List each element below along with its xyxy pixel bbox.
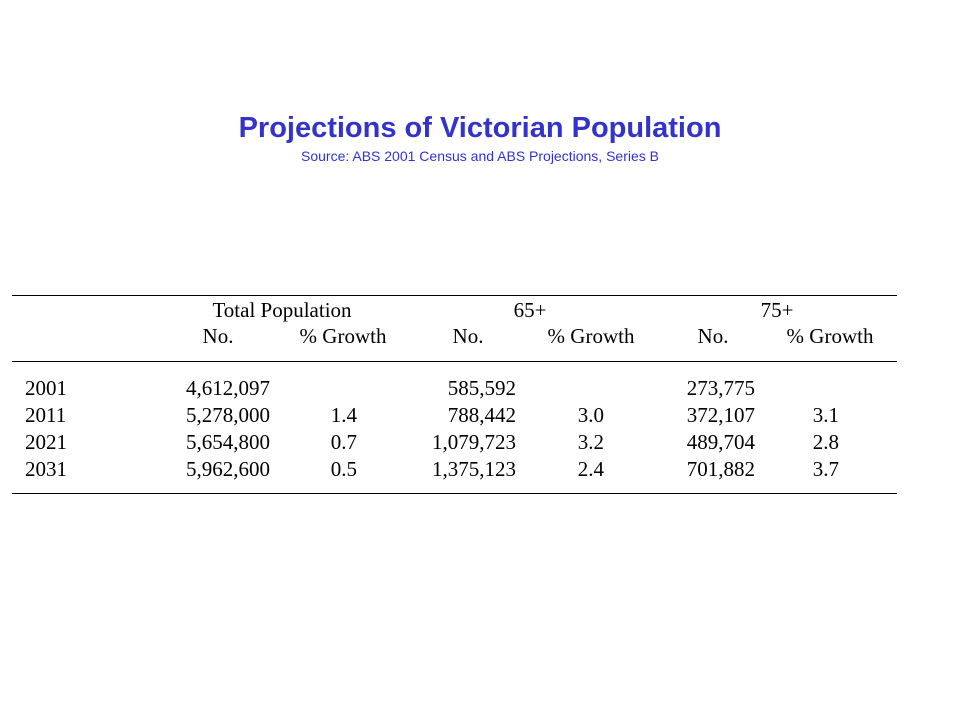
table-cell: 1.4 — [330, 403, 357, 427]
table-row-year: 2031 — [25, 457, 67, 481]
group-header-total: Total Population — [212, 298, 352, 322]
table-cell: 701,882 — [686, 457, 755, 481]
table-cell: 585,592 — [447, 376, 516, 400]
table-cell: 372,107 — [686, 403, 755, 427]
table-cell: 2.8 — [812, 430, 839, 454]
table-cell: 1,375,123 — [432, 457, 516, 481]
subheader-total-no: No. — [202, 324, 234, 348]
group-header-75plus: 75+ — [760, 298, 794, 322]
table-cell: 3.0 — [577, 403, 604, 427]
table-cell: 5,962,600 — [186, 457, 270, 481]
table-cell: 0.7 — [330, 430, 357, 454]
table-cell: 1,079,723 — [432, 430, 516, 454]
table-cell: 0.5 — [330, 457, 357, 481]
table-cell: 2.4 — [577, 457, 604, 481]
table-cell: 5,654,800 — [186, 430, 270, 454]
table-top-rule — [12, 295, 897, 296]
subheader-65-growth: % Growth — [547, 324, 635, 348]
slide-title: Projections of Victorian Population — [238, 112, 722, 144]
table-cell: 3.7 — [812, 457, 839, 481]
table-cell: 489,704 — [686, 430, 755, 454]
group-header-65plus: 65+ — [513, 298, 547, 322]
table-cell: 5,278,000 — [186, 403, 270, 427]
table-header-rule — [12, 361, 897, 362]
table-row-year: 2021 — [25, 430, 67, 454]
table-cell: 273,775 — [686, 376, 755, 400]
table-row-year: 2011 — [25, 403, 67, 427]
table-bottom-rule — [12, 493, 897, 494]
table-cell: 4,612,097 — [186, 376, 270, 400]
table-cell: 3.2 — [577, 430, 604, 454]
subheader-75-no: No. — [697, 324, 729, 348]
table-cell: 3.1 — [812, 403, 839, 427]
subheader-total-growth: % Growth — [299, 324, 387, 348]
slide-subtitle: Source: ABS 2001 Census and ABS Projecti… — [301, 148, 659, 164]
subheader-75-growth: % Growth — [786, 324, 874, 348]
table-cell: 788,442 — [447, 403, 516, 427]
subheader-65-no: No. — [452, 324, 484, 348]
table-row-year: 2001 — [25, 376, 67, 400]
